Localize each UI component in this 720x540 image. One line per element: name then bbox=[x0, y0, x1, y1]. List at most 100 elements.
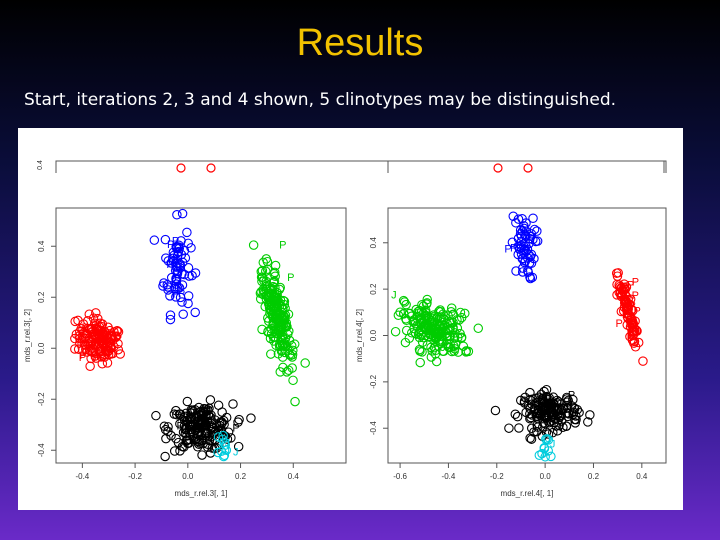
point-letter-label: P bbox=[79, 350, 86, 362]
data-point bbox=[446, 303, 457, 313]
point-letter-label: J bbox=[441, 325, 447, 337]
point-letter-label: P bbox=[206, 402, 213, 414]
y-tick-label: 0.0 bbox=[37, 342, 46, 354]
x-tick-label: 0.2 bbox=[588, 472, 600, 481]
data-point bbox=[633, 337, 644, 348]
data-point bbox=[526, 434, 537, 444]
point-letter-label: P bbox=[172, 288, 179, 300]
data-point bbox=[233, 417, 243, 427]
data-point bbox=[194, 416, 204, 426]
data-point bbox=[410, 318, 421, 329]
data-point bbox=[300, 358, 310, 368]
data-point bbox=[180, 253, 191, 263]
data-point bbox=[553, 415, 564, 425]
data-point bbox=[401, 325, 412, 336]
data-point bbox=[616, 306, 627, 317]
data-point bbox=[433, 321, 444, 331]
data-point bbox=[161, 433, 171, 444]
data-point bbox=[201, 420, 212, 431]
data-point bbox=[274, 321, 284, 332]
data-point bbox=[163, 426, 173, 437]
point-letter-label: P bbox=[166, 259, 173, 271]
data-point bbox=[108, 334, 119, 345]
point-letter-label: P bbox=[527, 230, 534, 242]
plot-frame-1 bbox=[55, 207, 347, 464]
data-point bbox=[508, 211, 519, 221]
x-tick-label: -0.4 bbox=[442, 472, 456, 481]
data-point bbox=[533, 405, 544, 415]
data-point bbox=[78, 319, 89, 329]
data-point bbox=[448, 309, 459, 320]
y-tick-label: -0.4 bbox=[37, 443, 46, 457]
data-point bbox=[172, 261, 182, 271]
data-point bbox=[149, 235, 160, 245]
data-point bbox=[97, 359, 108, 369]
data-point bbox=[562, 392, 572, 403]
data-point bbox=[537, 448, 547, 459]
data-point bbox=[275, 367, 285, 377]
point-letter-label: J bbox=[451, 317, 457, 329]
data-point bbox=[182, 396, 193, 407]
point-letter-label: P bbox=[113, 330, 120, 342]
data-point bbox=[399, 308, 409, 319]
data-point bbox=[431, 345, 441, 356]
data-point bbox=[103, 329, 114, 339]
point-letter-label: P bbox=[516, 242, 523, 254]
data-point bbox=[184, 271, 194, 281]
data-point bbox=[278, 352, 288, 362]
data-point bbox=[529, 427, 539, 437]
data-point bbox=[263, 299, 274, 309]
data-point bbox=[264, 303, 275, 313]
data-point bbox=[174, 242, 184, 252]
data-point bbox=[511, 266, 521, 276]
data-point bbox=[178, 412, 189, 423]
data-point bbox=[453, 332, 463, 343]
data-point bbox=[204, 403, 214, 414]
data-point bbox=[266, 349, 276, 359]
data-point bbox=[420, 315, 430, 325]
data-point bbox=[432, 327, 443, 338]
top-panel-frame bbox=[387, 160, 667, 173]
data-point bbox=[422, 340, 433, 350]
data-point bbox=[191, 433, 202, 444]
x-tick-label: -0.2 bbox=[128, 472, 142, 481]
data-point bbox=[112, 326, 122, 336]
data-point bbox=[263, 289, 274, 300]
x-tick-label: -0.6 bbox=[393, 472, 407, 481]
data-point bbox=[70, 344, 80, 354]
data-point bbox=[177, 297, 187, 307]
point-letter-label: P bbox=[192, 426, 199, 438]
data-point bbox=[415, 357, 425, 368]
data-point bbox=[181, 436, 191, 446]
point-letter-label: P bbox=[177, 420, 184, 432]
data-point bbox=[536, 389, 546, 400]
data-point bbox=[427, 346, 437, 356]
x-tick-label: 0.0 bbox=[540, 472, 552, 481]
point-letter-label: P bbox=[204, 431, 211, 443]
data-point bbox=[219, 419, 229, 430]
data-point bbox=[554, 420, 564, 431]
top-panel-point bbox=[206, 163, 216, 173]
data-point bbox=[96, 333, 107, 343]
data-point bbox=[625, 315, 636, 326]
point-letter-label: J bbox=[541, 448, 547, 460]
data-point bbox=[627, 320, 638, 330]
data-point bbox=[171, 279, 182, 289]
data-point bbox=[490, 405, 501, 416]
data-point bbox=[70, 316, 80, 327]
data-point bbox=[74, 326, 85, 337]
x-axis-label: mds_r.rel.3[, 1] bbox=[175, 489, 228, 498]
point-letter-label: P bbox=[287, 272, 294, 284]
data-point bbox=[246, 413, 256, 423]
point-letter-label: P bbox=[90, 350, 97, 362]
data-point bbox=[73, 344, 84, 354]
data-point bbox=[625, 294, 636, 305]
data-point bbox=[183, 291, 194, 301]
point-letter-label: P bbox=[176, 282, 183, 294]
data-point bbox=[197, 450, 207, 460]
point-letter-label: P bbox=[622, 309, 629, 321]
point-letter-label: J bbox=[233, 446, 239, 458]
y-tick-label: -0.4 bbox=[369, 421, 378, 435]
data-point bbox=[568, 409, 578, 419]
data-point bbox=[91, 308, 101, 318]
